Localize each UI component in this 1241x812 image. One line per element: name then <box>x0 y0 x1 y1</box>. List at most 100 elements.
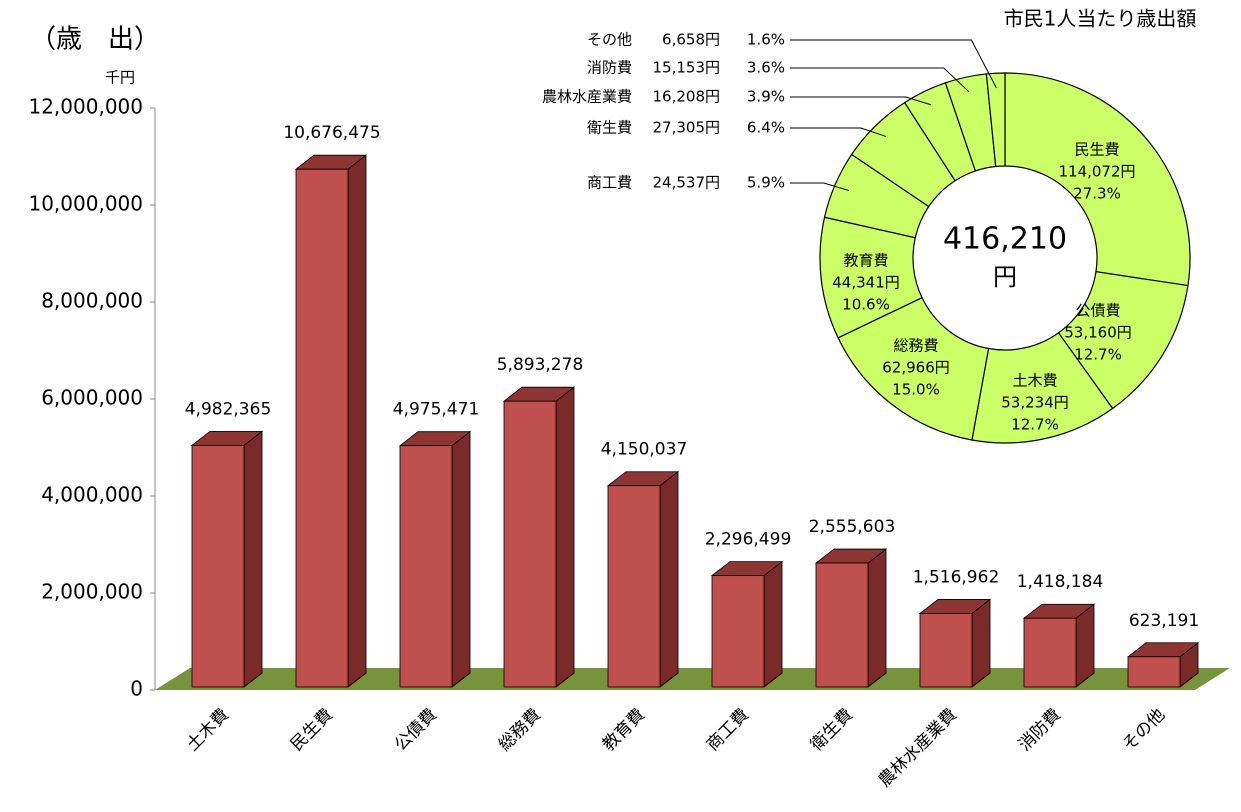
value-label: 10,676,475 <box>283 123 380 143</box>
bar <box>710 560 784 688</box>
y-tick-label: 10,000,000 <box>28 192 143 216</box>
slice-percent: 12.7% <box>1074 346 1122 364</box>
bar <box>502 386 576 688</box>
y-tick-label: 4,000,000 <box>41 483 143 507</box>
bar-face <box>555 386 575 688</box>
bar <box>606 470 680 688</box>
bar-face <box>763 560 783 688</box>
slice-amount: 27,305円 <box>653 119 721 137</box>
value-label: 2,296,499 <box>705 530 792 550</box>
leader-line <box>790 127 887 137</box>
donut-slice <box>985 72 1006 168</box>
bar <box>294 154 368 688</box>
x-tick-label: 教育費 <box>599 705 649 755</box>
bar-face <box>1127 656 1181 688</box>
bar-face <box>451 430 471 688</box>
value-label: 4,982,365 <box>185 399 272 419</box>
donut-slice <box>1004 72 1191 287</box>
slice-name: 教育費 <box>843 252 888 270</box>
value-label: 5,893,278 <box>497 355 584 375</box>
slice-percent: 1.6% <box>747 31 785 49</box>
slice-amount: 114,072円 <box>1058 163 1135 181</box>
x-tick-label: その他 <box>1119 705 1169 755</box>
x-tick-label: 公債費 <box>391 705 441 755</box>
bar <box>918 598 992 688</box>
donut-total-unit: 円 <box>993 263 1017 291</box>
chart-title: （歳 出） <box>30 25 160 55</box>
bar <box>1022 603 1096 688</box>
bar-face <box>711 575 765 688</box>
x-tick-label: 消防費 <box>1015 705 1065 755</box>
y-tick-label: 12,000,000 <box>28 95 143 119</box>
bar-face <box>503 400 557 688</box>
value-label: 623,191 <box>1129 611 1199 631</box>
bar-face <box>295 168 349 688</box>
slice-amount: 15,153円 <box>653 59 721 77</box>
x-tick-label: 民生費 <box>287 705 337 755</box>
bar-face <box>815 562 869 688</box>
bar-face <box>191 444 245 688</box>
leader-line <box>790 96 932 106</box>
slice-amount: 24,537円 <box>653 174 721 192</box>
bar-face <box>919 613 973 688</box>
value-label: 1,418,184 <box>1017 572 1104 592</box>
donut-total: 416,210 <box>943 222 1067 257</box>
slice-name: 公債費 <box>1075 302 1120 320</box>
bar-face <box>1023 617 1077 688</box>
slice-name: その他 <box>587 31 632 49</box>
bar-face <box>659 470 679 688</box>
slice-percent: 12.7% <box>1011 416 1059 434</box>
leader-line <box>790 39 997 89</box>
x-tick-label: 衛生費 <box>807 705 857 755</box>
bar-face <box>347 154 367 688</box>
slice-amount: 6,658円 <box>662 31 720 49</box>
slice-percent: 10.6% <box>842 296 890 314</box>
slice-name: 民生費 <box>1074 141 1119 159</box>
bar <box>398 430 472 688</box>
x-tick-label: 土木費 <box>183 705 233 755</box>
slice-name: 総務費 <box>893 337 938 355</box>
slice-percent: 15.0% <box>892 381 940 399</box>
x-tick-label: 商工費 <box>703 705 753 755</box>
slice-amount: 62,966円 <box>882 359 950 377</box>
slice-amount: 44,341円 <box>832 274 900 292</box>
slice-name: 商工費 <box>587 174 632 192</box>
slice-percent: 3.9% <box>747 88 785 106</box>
bar-face <box>971 598 991 688</box>
slice-name: 消防費 <box>587 59 632 77</box>
slice-name: 衛生費 <box>587 119 632 137</box>
y-unit: 千円 <box>105 69 135 87</box>
x-tick-label: 総務費 <box>495 705 545 755</box>
bar <box>814 548 888 688</box>
x-tick-label: 農林水産業費 <box>875 705 961 791</box>
leader-line <box>790 182 849 191</box>
leader-line <box>790 67 970 93</box>
value-label: 4,150,037 <box>601 440 688 460</box>
value-label: 4,975,471 <box>393 400 480 420</box>
value-label: 1,516,962 <box>913 567 1000 587</box>
slice-name: 土木費 <box>1012 372 1057 390</box>
bar-face <box>243 430 263 688</box>
bar-face <box>399 445 453 688</box>
bar-face <box>867 548 887 688</box>
slice-amount: 16,208円 <box>653 88 721 106</box>
slice-amount: 53,234円 <box>1001 394 1069 412</box>
slice-percent: 6.4% <box>747 119 785 137</box>
bar-face <box>1075 603 1095 688</box>
y-tick-label: 2,000,000 <box>41 580 143 604</box>
slice-percent: 5.9% <box>747 174 785 192</box>
bar <box>190 430 264 688</box>
donut-title: 市民1人当たり歳出額 <box>1004 7 1197 31</box>
y-tick-label: 8,000,000 <box>41 289 143 313</box>
value-label: 2,555,603 <box>809 517 896 537</box>
donut-slice <box>837 296 990 441</box>
slice-percent: 3.6% <box>747 59 785 77</box>
bar-face <box>607 485 661 688</box>
slice-name: 農林水産業費 <box>542 88 632 106</box>
slice-percent: 27.3% <box>1073 185 1121 203</box>
slice-amount: 53,160円 <box>1064 324 1132 342</box>
y-tick-label: 0 <box>130 677 143 701</box>
y-tick-label: 6,000,000 <box>41 386 143 410</box>
bar <box>1126 641 1200 688</box>
